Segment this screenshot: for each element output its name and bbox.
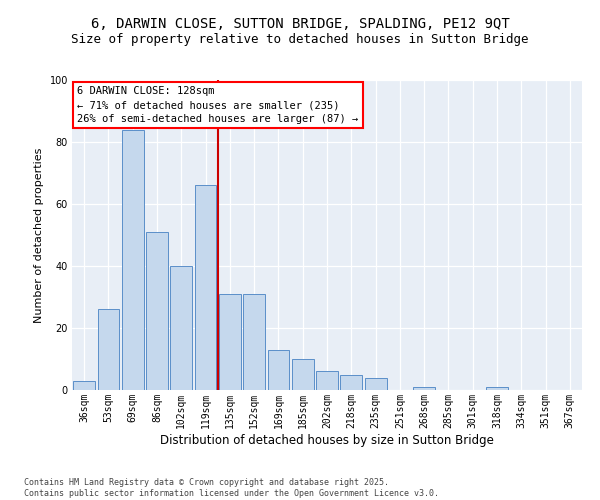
- Bar: [97, 310, 119, 390]
- Bar: [219, 294, 241, 390]
- Bar: [243, 294, 265, 390]
- Bar: [194, 186, 217, 390]
- Bar: [340, 374, 362, 390]
- Bar: [316, 372, 338, 390]
- Text: 6, DARWIN CLOSE, SUTTON BRIDGE, SPALDING, PE12 9QT: 6, DARWIN CLOSE, SUTTON BRIDGE, SPALDING…: [91, 18, 509, 32]
- Text: Size of property relative to detached houses in Sutton Bridge: Size of property relative to detached ho…: [71, 32, 529, 46]
- Bar: [146, 232, 168, 390]
- Bar: [486, 387, 508, 390]
- Bar: [122, 130, 143, 390]
- Bar: [268, 350, 289, 390]
- X-axis label: Distribution of detached houses by size in Sutton Bridge: Distribution of detached houses by size …: [160, 434, 494, 446]
- Y-axis label: Number of detached properties: Number of detached properties: [34, 148, 44, 322]
- Bar: [365, 378, 386, 390]
- Bar: [292, 359, 314, 390]
- Text: Contains HM Land Registry data © Crown copyright and database right 2025.
Contai: Contains HM Land Registry data © Crown c…: [24, 478, 439, 498]
- Bar: [73, 380, 95, 390]
- Text: 6 DARWIN CLOSE: 128sqm
← 71% of detached houses are smaller (235)
26% of semi-de: 6 DARWIN CLOSE: 128sqm ← 71% of detached…: [77, 86, 358, 124]
- Bar: [170, 266, 192, 390]
- Bar: [413, 387, 435, 390]
